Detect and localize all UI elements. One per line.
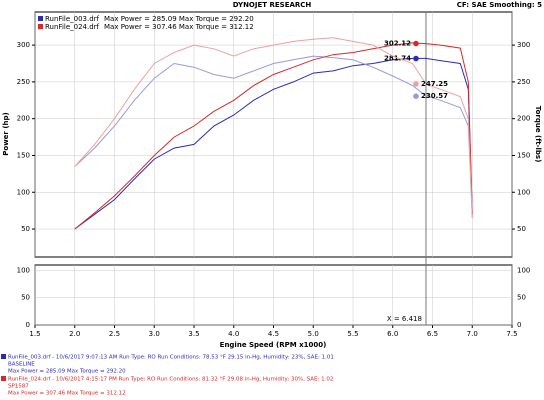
x-axis-title: Engine Speed (RPM x1000): [220, 341, 327, 349]
x-tick-label: 7.0: [467, 330, 478, 338]
series-line: [74, 37, 473, 219]
series-line: [74, 42, 473, 230]
series-line: [74, 55, 473, 219]
x-tick-label: 1.5: [29, 330, 40, 338]
cursor-value: 247.25: [421, 80, 448, 88]
y2-tick-label: 100: [517, 188, 530, 196]
y2-tick-label: 150: [517, 151, 530, 159]
y2-tick-label: 50: [517, 225, 526, 233]
chart-title: DYNOJET RESEARCH: [233, 1, 312, 9]
y-tick-label: 50: [21, 294, 30, 302]
y2-tick-label: 200: [517, 115, 530, 123]
y-axis-title: Power (hp): [2, 112, 10, 155]
legend-swatch: [38, 24, 43, 29]
y2-tick-label: 300: [517, 41, 530, 49]
legend-swatch: [38, 16, 43, 21]
x-tick-label: 5.0: [308, 330, 319, 338]
footer-swatch: [1, 354, 6, 359]
y-tick-label: 150: [17, 151, 30, 159]
legend-name: RunFile_003.drf: [45, 15, 100, 23]
y-tick-label: 250: [17, 78, 30, 86]
x-tick-label: 3.5: [188, 330, 199, 338]
cursor-value: 281.74: [384, 55, 411, 63]
y-tick-label: 50: [21, 225, 30, 233]
y-tick-label: 100: [17, 266, 30, 274]
x-tick-label: 4.5: [268, 330, 279, 338]
cursor-dot: [413, 81, 419, 87]
y2-tick-label: 100: [517, 266, 530, 274]
chart-subtitle: CF: SAE Smoothing: 5: [457, 1, 542, 9]
y2-axis-title: Torque (ft-lbs): [534, 106, 542, 163]
footer-line: RunFile_003.drf - 10/6/2017 9:07:13 AM R…: [8, 355, 334, 361]
y2-tick-label: 50: [517, 294, 526, 302]
cursor-value: 230.57: [421, 92, 448, 100]
footer-line: Max Power = 285.09 Max Torque = 292.20: [8, 369, 126, 375]
y-tick-label: 300: [17, 41, 30, 49]
legend-text: Max Power = 307.46 Max Torque = 312.12: [104, 23, 254, 31]
x-tick-label: 6.0: [387, 330, 398, 338]
y2-tick-label: 250: [517, 78, 530, 86]
cursor-label: X = 6.418: [387, 315, 422, 323]
y-tick-label: 200: [17, 115, 30, 123]
legend-text: Max Power = 285.09 Max Torque = 292.20: [104, 15, 254, 23]
x-tick-label: 7.5: [506, 330, 517, 338]
y-tick-label: 0: [26, 321, 30, 329]
x-tick-label: 3.0: [149, 330, 160, 338]
footer-line: Max Power = 307.46 Max Torque = 312.12: [8, 391, 126, 397]
footer-line: RunFile_024.drf - 10/6/2017 4:15:17 PM R…: [8, 377, 333, 383]
legend-name: RunFile_024.drf: [45, 23, 100, 31]
footer-line: BASELINE: [8, 362, 35, 368]
cursor-dot: [413, 40, 419, 47]
footer-line: SP1587: [8, 384, 29, 390]
x-tick-label: 4.0: [228, 330, 239, 338]
footer-swatch: [1, 376, 6, 381]
cursor-value: 302.12: [384, 40, 411, 48]
cursor-dot: [413, 55, 419, 62]
cursor-dot: [413, 93, 419, 99]
series-line: [74, 57, 473, 230]
x-tick-label: 2.0: [69, 330, 80, 338]
x-tick-label: 2.5: [109, 330, 120, 338]
x-tick-label: 5.5: [347, 330, 358, 338]
x-tick-label: 6.5: [427, 330, 438, 338]
y-tick-label: 100: [17, 188, 30, 196]
y2-tick-label: 0: [517, 321, 521, 329]
